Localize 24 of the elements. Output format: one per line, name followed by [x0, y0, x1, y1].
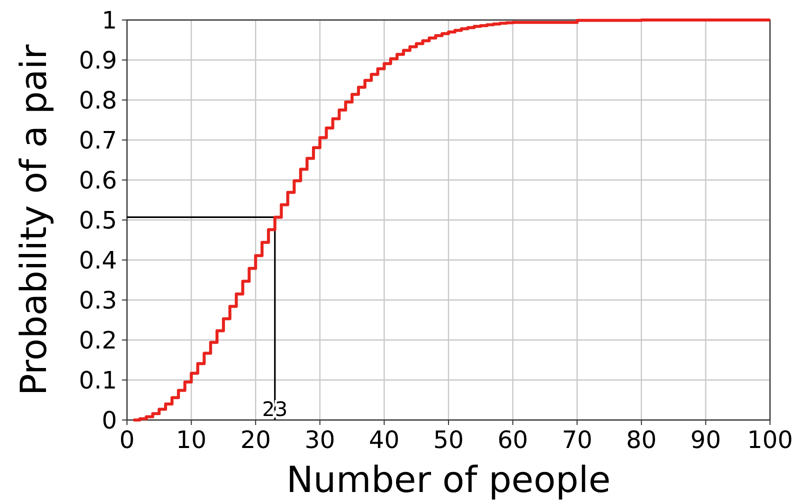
- y-tick-label: 0.5: [78, 206, 117, 234]
- x-tick-label: 60: [498, 426, 528, 454]
- y-axis-title: Probability of a pair: [14, 44, 55, 396]
- y-tick-label: 0.4: [78, 246, 117, 274]
- y-tick-label: 0.1: [78, 366, 117, 394]
- x-tick-label: 80: [626, 426, 657, 454]
- x-tick-label: 40: [368, 426, 400, 454]
- x-tick-label: 90: [690, 426, 721, 454]
- x-tick-label: 0: [119, 426, 135, 454]
- x-tick-label: 70: [562, 426, 592, 454]
- y-tick-label: 0.8: [78, 86, 117, 114]
- y-tick-label: 0: [102, 406, 117, 434]
- y-tick-label: 0.7: [78, 126, 117, 154]
- y-tick-label: 0.9: [78, 46, 117, 74]
- x-axis-title: Number of people: [286, 460, 611, 500]
- y-tick-label: 0.6: [78, 166, 117, 194]
- x-tick-label: 20: [240, 426, 271, 454]
- x-tick-label: 10: [176, 426, 207, 454]
- y-tick-label: 1: [102, 6, 117, 34]
- y-tick-label: 0.2: [78, 326, 117, 354]
- x-tick-label: 30: [304, 426, 336, 454]
- x-tick-label: 100: [747, 426, 793, 454]
- x-tick-label: 50: [433, 426, 464, 454]
- y-tick-label: 0.3: [78, 286, 117, 314]
